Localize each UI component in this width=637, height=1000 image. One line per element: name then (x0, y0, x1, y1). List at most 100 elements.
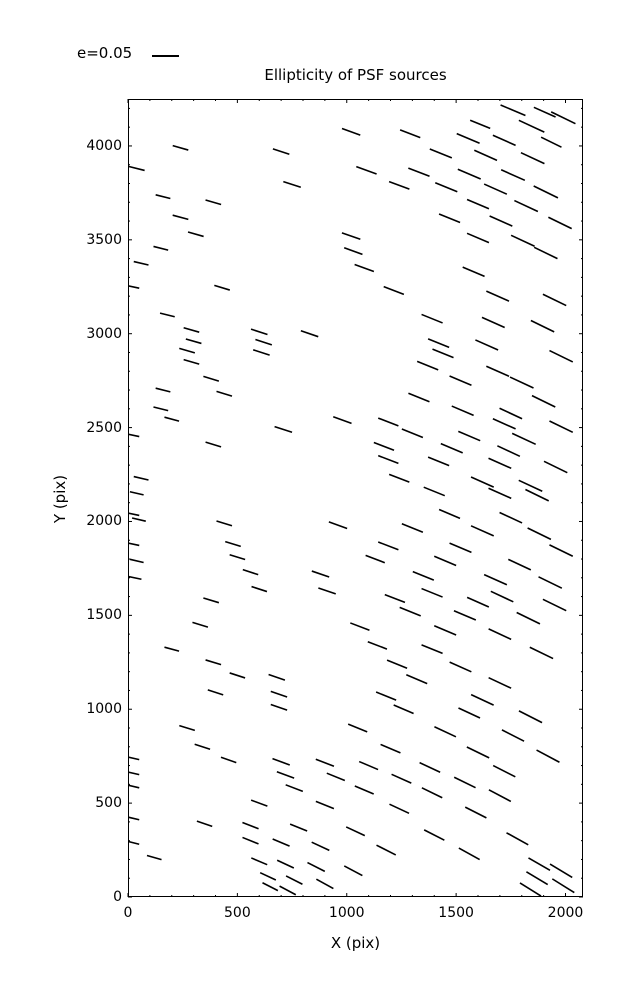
page-title: Ellipticity of PSF sources (264, 66, 447, 84)
whisker-segment (456, 132, 480, 145)
whisker-segment (492, 134, 516, 147)
whisker-segment (492, 764, 516, 778)
whisker-segment (389, 803, 410, 815)
whisker-segment (205, 199, 222, 206)
whisker-segment (128, 840, 140, 846)
whisker-segment (462, 266, 485, 278)
whisker-segment (341, 232, 361, 240)
whisker-segment (530, 319, 555, 333)
x-tick-label: 0 (123, 905, 133, 921)
whisker-segment (354, 785, 375, 795)
whisker-segment (259, 871, 277, 881)
whisker-segment (449, 375, 472, 387)
whisker-segment (548, 216, 573, 230)
whisker-segment (377, 541, 399, 551)
whisker-segment (538, 576, 563, 589)
whisker-segment (391, 773, 412, 784)
whisker-segment (419, 761, 441, 773)
whisker-segment (499, 511, 523, 524)
whisker-segment (307, 861, 326, 873)
whisker-segment (128, 433, 140, 438)
whisker-segment (311, 570, 330, 578)
whisker-segment (128, 784, 140, 789)
whisker-segment (315, 758, 335, 767)
whisker-segment (549, 349, 574, 363)
y-tick-label: 1000 (86, 701, 122, 718)
whisker-segment (408, 392, 430, 403)
x-tick-label: 500 (224, 905, 251, 921)
whisker-segment (128, 512, 140, 517)
whisker-segment (341, 127, 361, 136)
whisker-segment (255, 338, 273, 346)
whisker-segment (401, 523, 424, 534)
whisker-segment (159, 312, 175, 318)
whisker-segment (486, 365, 510, 378)
whisker-segment (438, 508, 461, 520)
whisker-segment (489, 215, 513, 227)
whisker-segment (242, 836, 259, 845)
whisker-segment (164, 416, 180, 422)
whisker-segment (262, 882, 279, 892)
whisker-segment (449, 542, 472, 554)
whisker-segment (328, 521, 348, 530)
y-tick-label: 4000 (86, 137, 122, 154)
whisker-segment (274, 425, 293, 434)
whisker-segment (500, 104, 526, 117)
whisker-segment (380, 743, 401, 754)
whisker-segment (153, 406, 169, 412)
whisker-segment (283, 180, 302, 189)
whisker-segment (279, 885, 297, 896)
y-tick-label: 500 (95, 795, 122, 812)
whisker-segment (315, 800, 335, 810)
whisker-segment (384, 593, 406, 604)
whisker-segment (528, 857, 551, 872)
whisker-segment (488, 457, 512, 470)
axes-frame (128, 99, 583, 897)
whisker-segment (205, 441, 222, 448)
x-axis-label: X (pix) (330, 934, 381, 952)
whisker-segment (549, 863, 573, 879)
whisker-segment (272, 148, 290, 156)
whisker-segment (367, 640, 388, 650)
whisker-segment (350, 622, 370, 632)
whisker-segment (172, 214, 189, 221)
whisker-segment (251, 585, 268, 593)
whisker-segment (514, 199, 539, 213)
whisker-segment (550, 111, 576, 125)
whisker-segment (433, 555, 457, 567)
whisker-segment (194, 743, 211, 751)
whisker-segment (438, 213, 461, 224)
whisker-segment (464, 806, 487, 819)
whisker-segment (412, 570, 435, 581)
whisker-segment (421, 313, 443, 324)
whisker-segment (470, 525, 495, 537)
whisker-segment (128, 542, 140, 547)
whisker-segment (518, 119, 545, 133)
whisker-segment (486, 290, 510, 302)
whisker-segment (423, 486, 446, 497)
whisker-segment (542, 598, 567, 612)
whisker-segment (518, 710, 543, 724)
whisker-segment (164, 646, 180, 652)
whisker-segment (242, 821, 259, 830)
whisker-segment (229, 672, 246, 679)
whisker-segment (401, 428, 424, 439)
whisker-segment (516, 611, 541, 625)
whisker-segment (270, 690, 288, 698)
whisker-segment (466, 746, 490, 759)
legend-key-line-icon (152, 55, 179, 57)
whisker-segment (457, 168, 481, 180)
whisker-segment (519, 882, 542, 897)
whisker-segment (250, 857, 268, 866)
whisker-segment (509, 376, 534, 389)
whisker-segment (490, 590, 514, 603)
y-axis-label: Y (pix) (51, 474, 69, 524)
whisker-segment (511, 432, 537, 446)
whisker-segment (529, 646, 554, 660)
whisker-segment (399, 129, 421, 139)
whisker-segment (483, 183, 508, 195)
whisker-segment (220, 756, 237, 764)
whisker-segment (155, 194, 171, 200)
